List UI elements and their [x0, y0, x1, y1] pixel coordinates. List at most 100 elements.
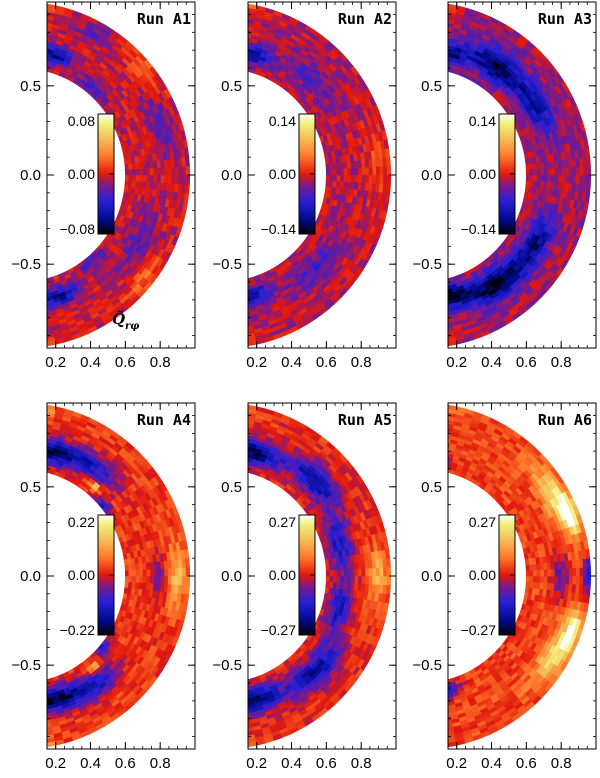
heatmap-cell [234, 288, 240, 292]
heatmap-cell [178, 166, 183, 176]
heatmap-cell [184, 584, 190, 595]
heatmap-cell [29, 726, 37, 730]
heatmap-cell [234, 696, 241, 700]
heatmap-cell [21, 311, 28, 315]
heatmap-cell [336, 174, 341, 182]
heatmap-cell [39, 51, 46, 56]
heatmap-cell [132, 168, 137, 176]
heatmap-cell [21, 705, 28, 709]
colorbar-label: 0.08 [68, 113, 95, 129]
heatmap-cell [228, 285, 234, 289]
heatmap-cell [233, 65, 239, 69]
heatmap-cell [33, 459, 39, 463]
heatmap-cell [565, 166, 570, 176]
heatmap-cell [238, 681, 244, 686]
heatmap-cell [248, 33, 252, 39]
heatmap-cell [21, 2, 30, 6]
heatmap-cell [238, 18, 246, 23]
x-tick-label: 0.2 [45, 354, 66, 371]
heatmap-cell [21, 20, 29, 24]
heatmap-cell [375, 174, 381, 184]
x-tick-label: 0.8 [351, 354, 372, 371]
heatmap-cell [385, 156, 391, 167]
heatmap-cell [222, 462, 228, 466]
quantity-subscript: rφ [125, 321, 139, 332]
heatmap-cell [430, 336, 439, 340]
heatmap-cell [132, 575, 137, 583]
heatmap-cell [248, 460, 253, 466]
heatmap-cell [230, 332, 238, 336]
heatmap-cell [437, 25, 445, 30]
heatmap-cell [422, 307, 429, 311]
heatmap-cell [383, 165, 388, 176]
heatmap-cell [358, 174, 363, 183]
heatmap-cell [240, 695, 247, 700]
heatmap-cell [550, 174, 556, 183]
heatmap-cell [34, 444, 41, 449]
heatmap-cell [325, 575, 331, 583]
x-tick-label: 0.4 [80, 755, 101, 772]
heatmap-cell [21, 329, 29, 333]
heatmap-cell [21, 337, 29, 341]
heatmap-cell [438, 335, 447, 340]
heatmap-cell [29, 336, 38, 340]
heatmap-cell [27, 458, 33, 462]
heatmap-cell [28, 712, 35, 716]
heatmap-cell [333, 569, 338, 577]
heatmap-cell [21, 35, 28, 39]
heatmap-cell [39, 55, 46, 60]
heatmap-cell [222, 458, 228, 462]
heatmap-cell [21, 289, 27, 293]
heatmap-cell [437, 28, 445, 33]
heatmap-cell [333, 575, 338, 583]
heatmap-cell [428, 292, 434, 296]
heatmap-cell [565, 174, 570, 184]
colorbar-label: 0.00 [269, 166, 296, 182]
heatmap-cell [21, 50, 27, 54]
heatmap-cell [439, 62, 445, 67]
heatmap-cell [529, 168, 534, 176]
heatmap-cell [184, 557, 190, 568]
heatmap-cell [422, 31, 429, 35]
heatmap-cell [435, 47, 442, 52]
heatmap-cell [33, 58, 39, 62]
heatmap-cell [36, 429, 44, 434]
heatmap-cell [222, 53, 228, 57]
heatmap-cell [228, 454, 234, 458]
heatmap-cell [427, 64, 433, 68]
heatmap-cell [21, 690, 27, 694]
colorbar-label: 0.00 [68, 567, 95, 583]
heatmap-cell [558, 167, 563, 176]
heatmap-cell [429, 322, 437, 326]
y-tick-label: −0.5 [412, 256, 442, 273]
x-tick-label: 0.2 [446, 354, 467, 371]
heatmap-cell [435, 302, 442, 307]
heatmap-cell [28, 307, 35, 311]
heatmap-cell [436, 310, 443, 315]
heatmap-cell [440, 55, 447, 60]
heatmap-cell [21, 745, 30, 749]
heatmap-cell [229, 32, 237, 36]
heatmap-cell [28, 322, 36, 326]
heatmap-cell [550, 167, 556, 176]
y-tick-label: 0.5 [20, 78, 41, 95]
heatmap-cell [28, 314, 36, 318]
heatmap-cell [239, 283, 245, 288]
heatmap-cell [422, 333, 430, 337]
heatmap-cell [222, 31, 229, 35]
heatmap-cell [429, 24, 437, 28]
heatmap-cell [29, 10, 38, 14]
heatmap-cell [36, 722, 44, 727]
heatmap-cell [21, 694, 27, 698]
heatmap-cell [434, 288, 440, 292]
heatmap-cell [33, 295, 40, 299]
heatmap-cell [174, 174, 180, 184]
heatmap-cell [329, 174, 334, 182]
heatmap-cell [430, 325, 438, 329]
heatmap-cell [427, 281, 433, 285]
heatmap-cell [21, 64, 27, 68]
heatmap-cell [440, 51, 447, 56]
heatmap-cell [448, 341, 449, 347]
heatmap-cell [422, 315, 429, 319]
